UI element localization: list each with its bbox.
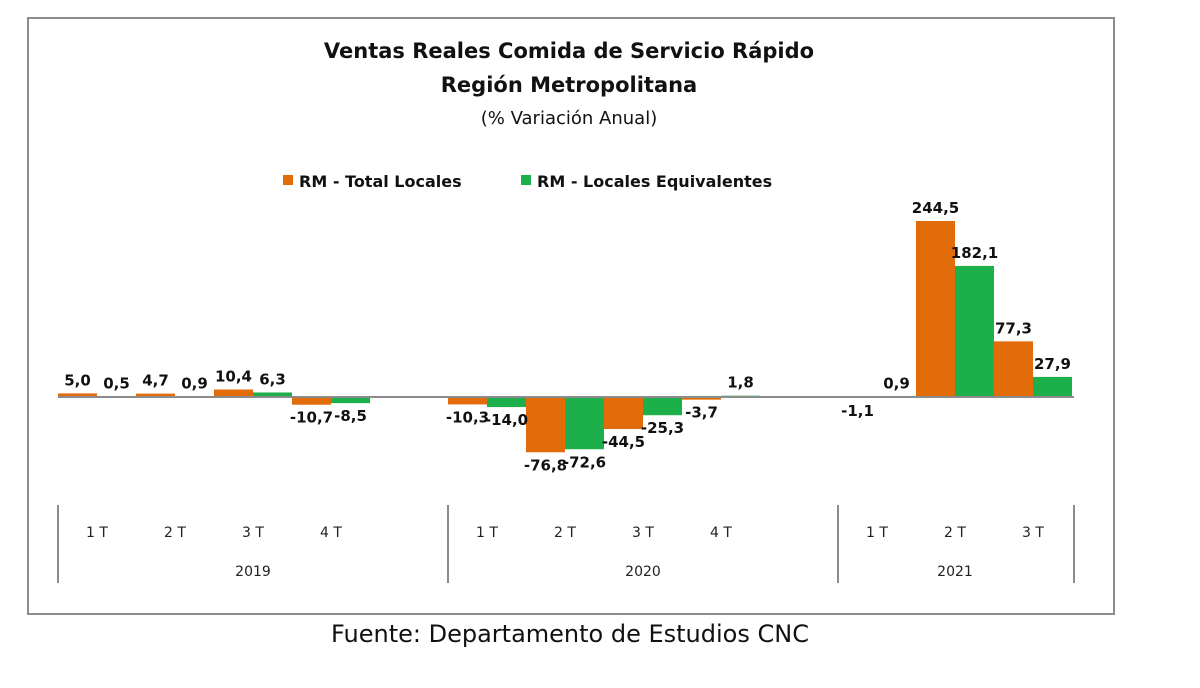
legend-swatch-equivalentes <box>521 175 531 185</box>
x-tick-label-quarter: 3 T <box>632 525 654 541</box>
data-label-equivalentes-8: 0,9 <box>883 374 910 392</box>
data-label-total-1: 4,7 <box>142 372 169 390</box>
data-label-equivalentes-7: 1,8 <box>727 374 754 392</box>
data-label-equivalentes-10: 27,9 <box>1034 355 1071 373</box>
bar-equivalentes-10 <box>1033 376 1072 397</box>
bar-total-3 <box>292 397 331 405</box>
x-axis: 1 T 2 T 3 T 4 T 2019 1 T 2 T 3 T 4 T 2020 1 T 2 T 3 … <box>57 505 1075 583</box>
bar-total-1 <box>136 393 175 397</box>
data-label-total-10: 77,3 <box>995 319 1032 337</box>
data-label-total-9: 244,5 <box>912 199 959 217</box>
legend-label-equivalentes: RM - Locales Equivalentes <box>537 172 772 191</box>
data-label-total-6: -44,5 <box>602 433 645 451</box>
bar-total-4 <box>448 397 487 405</box>
chart-subtitle: Región Metropolitana <box>441 73 697 97</box>
data-label-total-0: 5,0 <box>64 371 91 389</box>
bar-equivalentes-4 <box>487 397 526 408</box>
x-tick-label-quarter: 3 T <box>242 525 264 541</box>
data-label-total-4: -10,3 <box>446 408 489 426</box>
legend-label-total: RM - Total Locales <box>299 172 462 191</box>
data-label-total-8: -1,1 <box>841 402 874 420</box>
data-label-equivalentes-6: -25,3 <box>641 419 684 437</box>
bar-total-5 <box>526 397 565 453</box>
bar-equivalentes-3 <box>331 397 370 404</box>
x-group-label-year: 2021 <box>937 564 973 580</box>
bar-total-10 <box>994 341 1033 397</box>
data-label-total-2: 10,4 <box>215 368 252 386</box>
x-tick-label-quarter: 1 T <box>476 525 498 541</box>
legend-swatch-total <box>283 175 293 185</box>
x-tick-label-quarter: 4 T <box>710 525 732 541</box>
bars-layer <box>58 221 1072 453</box>
chart-subtitle-2: (% Variación Anual) <box>481 108 657 129</box>
x-group-label-year: 2020 <box>625 564 661 580</box>
data-labels-layer: 5,0 0,5 4,7 0,9 10,4 6,3 -10,7 -8,5 -10,3-14,0 -7… <box>64 199 1071 474</box>
bar-equivalentes-9 <box>955 265 994 397</box>
x-group-label-year: 2019 <box>235 564 271 580</box>
bar-total-6 <box>604 397 643 430</box>
x-tick-label-quarter: 2 T <box>554 525 576 541</box>
bar-equivalentes-6 <box>643 397 682 416</box>
bar-equivalentes-5 <box>565 397 604 450</box>
bar-total-2 <box>214 389 253 397</box>
x-tick-label-quarter: 2 T <box>164 525 186 541</box>
data-label-equivalentes-2: 6,3 <box>259 370 286 388</box>
x-tick-label-quarter: 1 T <box>86 525 108 541</box>
bar-total-9 <box>916 221 955 397</box>
chart-title: Ventas Reales Comida de Servicio Rápido <box>324 39 814 63</box>
bar-equivalentes-2 <box>253 392 292 397</box>
legend: RM - Total Locales RM - Locales Equivale… <box>283 172 772 191</box>
data-label-equivalentes-0: 0,5 <box>103 375 130 393</box>
x-tick-label-quarter: 1 T <box>866 525 888 541</box>
data-label-total-5: -76,8 <box>524 456 567 474</box>
bar-total-0 <box>58 393 97 397</box>
data-label-equivalentes-5: -72,6 <box>563 453 606 471</box>
source-footer: Fuente: Departamento de Estudios CNC <box>331 620 809 648</box>
x-tick-label-quarter: 2 T <box>944 525 966 541</box>
data-label-equivalentes-4: -14,0 <box>485 411 528 429</box>
bar-total-7 <box>682 397 721 400</box>
data-label-equivalentes-3: -8,5 <box>334 407 367 425</box>
data-label-equivalentes-9: 182,1 <box>951 244 998 262</box>
data-label-total-3: -10,7 <box>290 409 333 427</box>
data-label-equivalentes-1: 0,9 <box>181 374 208 392</box>
x-tick-label-quarter: 4 T <box>320 525 342 541</box>
x-tick-label-quarter: 3 T <box>1022 525 1044 541</box>
data-label-total-7: -3,7 <box>685 404 718 422</box>
